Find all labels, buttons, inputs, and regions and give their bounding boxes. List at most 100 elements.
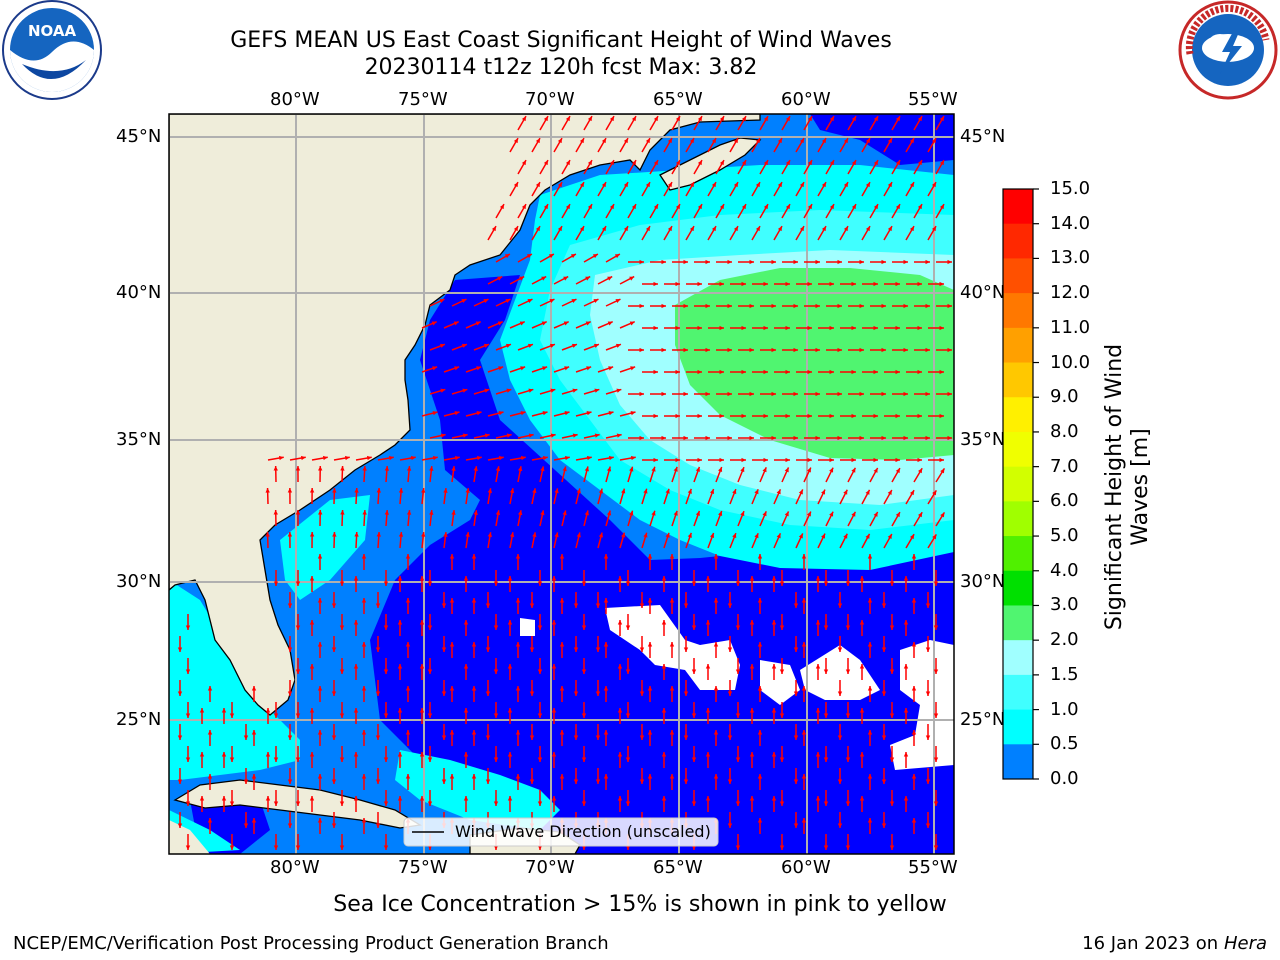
wave-direction-arrowhead: [727, 435, 732, 441]
wave-direction-arrowhead: [675, 281, 680, 287]
wave-direction-arrowhead: [815, 708, 821, 713]
wave-direction-arrowhead: [419, 752, 425, 757]
wave-direction-arrowhead: [406, 510, 412, 515]
wave-direction-arrowhead: [771, 435, 776, 441]
wave-direction-arrowhead: [513, 226, 518, 232]
wave-direction-arrowhead: [939, 325, 944, 331]
wave-direction-arrowhead: [229, 801, 235, 806]
wave-direction-arrowhead: [757, 554, 763, 559]
wave-direction-arrowhead: [287, 647, 293, 652]
wave-direction-arrowhead: [495, 466, 501, 472]
wave-direction-arrowhead: [793, 647, 799, 652]
colorbar-tick-label: 14.0: [1050, 212, 1091, 234]
wave-direction-arrowhead: [793, 779, 799, 784]
colorbar-frame: [1002, 188, 1034, 780]
wave-direction-arrowhead: [859, 347, 864, 353]
wave-direction-arrowhead: [630, 411, 636, 416]
wave-direction-arrowhead: [711, 138, 716, 144]
wave-direction-arrowhead: [771, 664, 777, 669]
wave-direction-arrowhead: [667, 226, 672, 232]
wave-direction-arrowhead: [821, 489, 825, 495]
wave-direction-arrowhead: [881, 603, 887, 608]
wave-direction-arrowhead: [741, 160, 746, 166]
wave-direction-arrowhead: [639, 779, 645, 784]
wave-direction-arrowhead: [322, 455, 328, 461]
wave-direction-arrowhead: [697, 204, 702, 210]
wave-direction-arrowhead: [687, 532, 692, 538]
wave-direction-arrowhead: [339, 581, 345, 586]
wave-direction-arrowhead: [917, 160, 922, 166]
wave-direction-arrowhead: [529, 691, 535, 696]
colorbar-segment: [1003, 397, 1033, 433]
wave-direction-arrowhead: [586, 411, 592, 416]
wave-direction-arrowhead: [361, 774, 367, 779]
wave-direction-arrowhead: [483, 299, 489, 304]
wave-direction-arrowhead: [630, 366, 636, 371]
wave-direction-arrowhead: [617, 796, 623, 801]
wave-direction-arrowhead: [229, 845, 235, 850]
wave-direction-arrowhead: [559, 686, 565, 691]
wave-direction-arrowhead: [755, 182, 760, 188]
lon-label-bottom-70w: 70°W: [525, 857, 575, 878]
wave-direction-arrowhead: [661, 347, 666, 353]
wave-direction-arrowhead: [727, 347, 732, 353]
wave-direction-arrowhead: [947, 435, 952, 441]
wave-direction-arrowhead: [278, 455, 284, 461]
wave-direction-arrowhead: [515, 686, 521, 691]
lon-label-top-65w: 65°W: [653, 89, 703, 110]
wave-direction-arrowhead: [777, 138, 782, 144]
wave-direction-arrowhead: [661, 796, 667, 801]
wave-direction-arrowhead: [711, 226, 716, 232]
wave-direction-arrowhead: [683, 779, 689, 784]
wave-direction-arrowhead: [653, 369, 658, 375]
wave-direction-arrowhead: [727, 391, 732, 397]
wave-direction-arrowhead: [776, 489, 781, 495]
colorbar-tick-label: 4.0: [1050, 559, 1079, 581]
wave-direction-arrowhead: [925, 735, 931, 740]
wave-direction-arrowhead: [461, 299, 467, 304]
wave-direction-arrowhead: [251, 686, 257, 691]
wave-direction-arrowhead: [185, 713, 191, 718]
wave-direction-arrowhead: [903, 259, 908, 265]
wave-direction-arrowhead: [815, 752, 821, 757]
wave-direction-arrowhead: [793, 303, 798, 309]
wave-direction-arrowhead: [463, 708, 469, 713]
wave-direction-arrowhead: [843, 226, 848, 232]
chart-subtitle: 20230114 t12z 120h fcst Max: 3.82: [364, 55, 758, 80]
wave-direction-arrowhead: [485, 691, 491, 696]
wave-direction-arrowhead: [362, 510, 367, 515]
wave-direction-arrowhead: [532, 488, 537, 494]
wave-direction-arrowhead: [695, 466, 700, 472]
wave-direction-arrowhead: [287, 488, 293, 493]
colorbar-tick-label: 1.0: [1050, 698, 1079, 720]
wave-direction-arrowhead: [295, 625, 301, 630]
wave-direction-arrowhead: [509, 532, 515, 538]
wave-direction-arrowhead: [709, 533, 715, 538]
nws-logo: [1176, 0, 1280, 104]
wave-direction-arrowhead: [621, 532, 626, 538]
wave-direction-arrowhead: [933, 801, 939, 806]
wave-direction-arrowhead: [339, 757, 345, 762]
wave-direction-arrowhead: [873, 281, 878, 287]
wave-direction-arrowhead: [375, 779, 381, 784]
wave-direction-arrowhead: [339, 801, 345, 806]
wave-direction-arrowhead: [697, 281, 702, 287]
wave-direction-arrowhead: [439, 299, 445, 304]
wave-direction-arrowhead: [537, 845, 543, 850]
wave-direction-arrowhead: [331, 735, 337, 740]
wave-direction-arrowhead: [881, 823, 887, 828]
wave-direction-arrowhead: [243, 735, 249, 740]
wave-direction-arrowhead: [911, 686, 917, 691]
wave-direction-arrowhead: [740, 511, 745, 517]
wave-direction-arrowhead: [361, 642, 367, 647]
map-gridlines: [169, 114, 954, 854]
wave-direction-arrowhead: [895, 413, 900, 419]
wave-direction-arrowhead: [719, 325, 724, 331]
wave-direction-arrowhead: [713, 686, 719, 691]
wave-direction-arrowhead: [807, 160, 812, 166]
wave-direction-arrowhead: [353, 752, 359, 757]
wave-direction-arrowhead: [867, 554, 873, 559]
lon-label-top-70w: 70°W: [525, 89, 575, 110]
colorbar-tick-label: 11.0: [1050, 316, 1091, 338]
